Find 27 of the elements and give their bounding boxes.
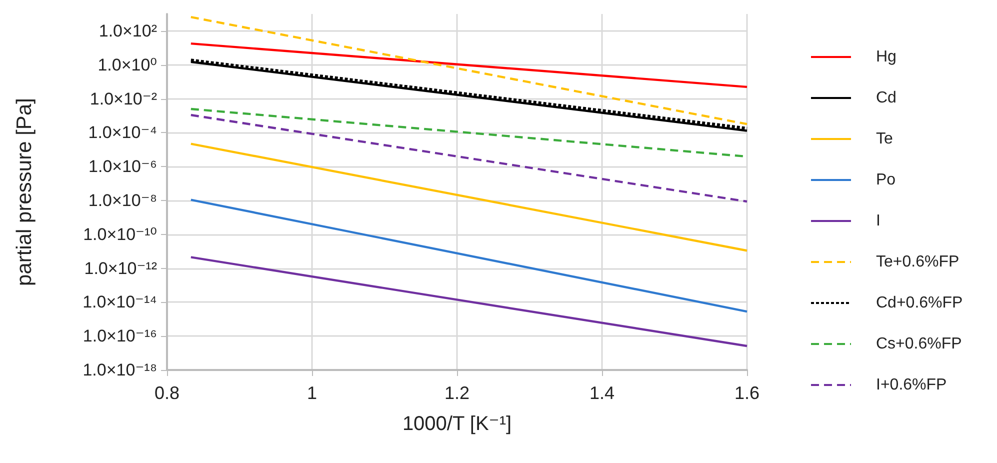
y-tick-label: 1.0×10⁻⁸ [88, 190, 157, 210]
y-tick-label: 1.0×10⁰ [98, 55, 158, 74]
y-tick-label: 1.0×10⁻¹⁴ [82, 292, 157, 312]
y-tick-label: 1.0×10⁻¹⁶ [82, 326, 157, 346]
y-axis-title: partial pressure [Pa] [13, 98, 36, 286]
legend-label: I+0.6%FP [876, 376, 947, 394]
legend-label: Cd+0.6%FP [876, 294, 963, 312]
y-tick-label: 1.0×10⁻² [90, 89, 158, 108]
y-tick-label: 1.0×10⁻⁴ [88, 123, 157, 142]
x-tick-label: 1.4 [589, 383, 615, 403]
y-tick-label: 1.0×10⁻¹⁰ [83, 224, 158, 244]
legend-label: Cd [876, 90, 896, 106]
x-tick-label: 1.2 [444, 383, 470, 403]
legend-label: Te [876, 130, 893, 148]
legend-label: Po [876, 172, 896, 188]
x-tick-label: 1 [306, 383, 318, 403]
x-axis-title: 1000/T [K⁻¹] [402, 413, 512, 435]
x-tick-label: 0.8 [154, 383, 180, 403]
legend-label: Cs+0.6%FP [876, 336, 962, 352]
legend-label: Hg [876, 48, 896, 66]
y-tick-label: 1.0×10² [98, 21, 158, 40]
x-tick-label: 1.6 [734, 383, 760, 403]
y-tick-label: 1.0×10⁻¹⁸ [82, 360, 157, 380]
legend-label: I [876, 212, 880, 230]
y-tick-label: 1.0×10⁻¹² [84, 258, 158, 278]
legend-label: Te+0.6%FP [876, 254, 960, 270]
y-tick-label: 1.0×10⁻⁶ [88, 157, 157, 176]
